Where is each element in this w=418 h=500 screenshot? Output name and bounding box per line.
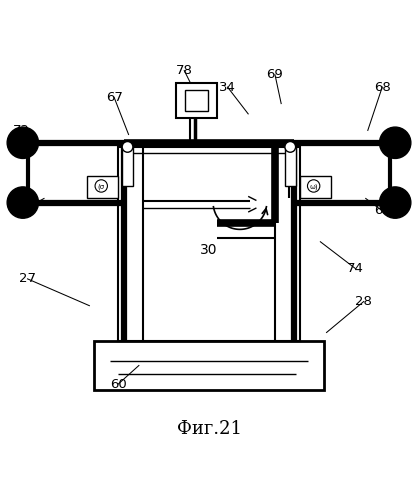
Text: 34: 34 [219,80,236,94]
Circle shape [380,187,411,218]
Text: Фиг.21: Фиг.21 [176,420,242,438]
Text: 65: 65 [374,204,391,218]
FancyBboxPatch shape [176,83,217,118]
Text: 27: 27 [19,272,36,285]
Circle shape [285,142,296,152]
Text: 28: 28 [355,295,372,308]
Circle shape [122,142,133,152]
Text: 78: 78 [176,64,193,77]
Text: 72: 72 [13,124,30,137]
Circle shape [7,127,38,158]
FancyBboxPatch shape [285,147,296,186]
Text: 67: 67 [106,91,122,104]
Circle shape [7,187,38,218]
Text: 68: 68 [374,80,390,94]
Text: 60: 60 [110,378,127,390]
Text: 69: 69 [267,68,283,81]
Text: 74: 74 [347,262,364,275]
FancyBboxPatch shape [118,147,300,340]
FancyBboxPatch shape [87,176,118,199]
FancyBboxPatch shape [185,90,208,110]
Text: 30: 30 [200,243,218,257]
Text: ω): ω) [309,184,318,190]
FancyBboxPatch shape [94,340,324,390]
FancyBboxPatch shape [122,147,133,186]
Text: (σ: (σ [98,184,105,190]
Circle shape [380,127,411,158]
Text: 64: 64 [17,202,34,215]
FancyBboxPatch shape [300,176,331,199]
